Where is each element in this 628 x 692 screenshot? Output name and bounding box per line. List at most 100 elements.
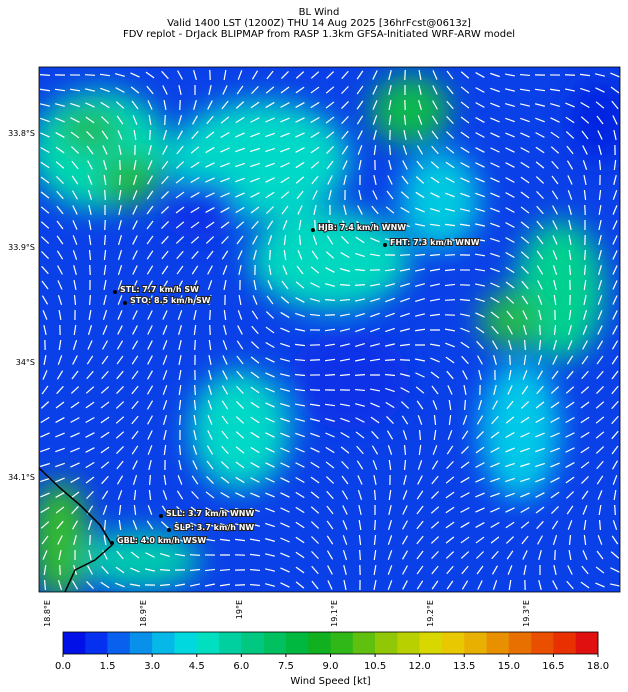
arrow	[100, 446, 110, 454]
arrow	[475, 477, 485, 483]
arrow	[416, 490, 424, 500]
arrow	[388, 504, 392, 516]
arrow	[100, 116, 110, 124]
arrow	[311, 550, 319, 560]
arrow	[583, 189, 587, 201]
arrow	[505, 281, 515, 289]
arrow	[598, 145, 602, 155]
arrow	[207, 265, 213, 275]
arrow	[387, 445, 393, 455]
arrow	[41, 265, 49, 275]
arrow	[265, 553, 275, 557]
arrow	[118, 519, 122, 531]
arrow	[104, 189, 106, 201]
arrow	[204, 538, 216, 542]
arrow	[505, 222, 515, 228]
arrow	[402, 160, 408, 170]
arrow	[521, 385, 529, 395]
arrow	[536, 205, 544, 215]
arrow	[401, 550, 409, 560]
arrow	[340, 268, 350, 272]
arrow	[100, 416, 110, 424]
arrow	[146, 265, 154, 275]
arrow	[146, 175, 154, 185]
arrow	[236, 370, 244, 380]
arrow	[280, 403, 290, 407]
arrow	[356, 85, 364, 95]
arrow	[310, 282, 320, 288]
arrow	[414, 328, 426, 332]
arrow	[535, 462, 545, 468]
arrow	[115, 87, 125, 93]
arrow	[131, 355, 139, 365]
arrow	[236, 340, 244, 350]
arrow	[236, 355, 244, 365]
arrow	[265, 522, 275, 528]
arrow	[430, 176, 440, 184]
arrow	[474, 268, 486, 272]
arrow	[327, 580, 333, 590]
arrow	[55, 161, 65, 169]
arrow	[431, 475, 439, 485]
arrow	[280, 132, 290, 138]
arrow	[148, 145, 152, 155]
arrow	[56, 190, 64, 200]
arrow	[595, 566, 605, 574]
arrow	[100, 431, 110, 439]
arrow	[536, 235, 544, 245]
arrow	[175, 221, 185, 229]
arrow	[354, 298, 366, 302]
arrow	[310, 131, 320, 139]
arrow	[161, 280, 169, 290]
arrow	[220, 177, 230, 183]
arrow	[401, 535, 409, 545]
arrow	[490, 462, 500, 468]
arrow	[99, 73, 111, 77]
station-label: HJB: 7.4 km/h WNW	[318, 223, 406, 232]
arrow	[147, 445, 153, 455]
arrow	[373, 474, 377, 486]
arrow	[161, 265, 169, 275]
colorbar-segment	[107, 632, 131, 654]
arrow	[417, 460, 423, 470]
arrow	[325, 131, 335, 139]
arrow	[328, 220, 332, 230]
arrow	[177, 70, 183, 80]
arrow	[297, 250, 303, 260]
arrow	[55, 132, 65, 138]
arrow	[372, 115, 378, 125]
arrow	[536, 190, 544, 200]
arrow	[581, 490, 589, 500]
arrow	[235, 162, 245, 168]
arrow	[432, 70, 438, 80]
lat-label: 33.8°S	[8, 129, 35, 138]
arrow	[535, 146, 545, 154]
arrow	[387, 535, 393, 545]
arrow	[71, 160, 79, 170]
arrow	[295, 581, 305, 589]
arrow	[312, 235, 318, 245]
arrow	[208, 354, 212, 366]
arrow	[582, 505, 588, 515]
arrow	[115, 416, 125, 424]
arrow	[550, 432, 560, 438]
arrow	[250, 101, 260, 109]
arrow	[490, 192, 500, 198]
arrow	[356, 100, 364, 110]
arrow	[250, 492, 260, 498]
arrow	[71, 505, 79, 515]
arrow	[42, 370, 48, 380]
arrow	[266, 70, 274, 80]
arrow	[595, 416, 605, 424]
arrow	[505, 132, 515, 138]
arrow	[611, 445, 619, 455]
arrow	[581, 130, 589, 140]
arrow	[73, 294, 77, 306]
arrow	[493, 385, 497, 395]
arrow	[355, 252, 365, 258]
arrow	[505, 416, 515, 424]
arrow	[280, 358, 290, 362]
arrow	[131, 535, 139, 545]
arrow	[192, 115, 198, 125]
arrow	[294, 343, 306, 347]
